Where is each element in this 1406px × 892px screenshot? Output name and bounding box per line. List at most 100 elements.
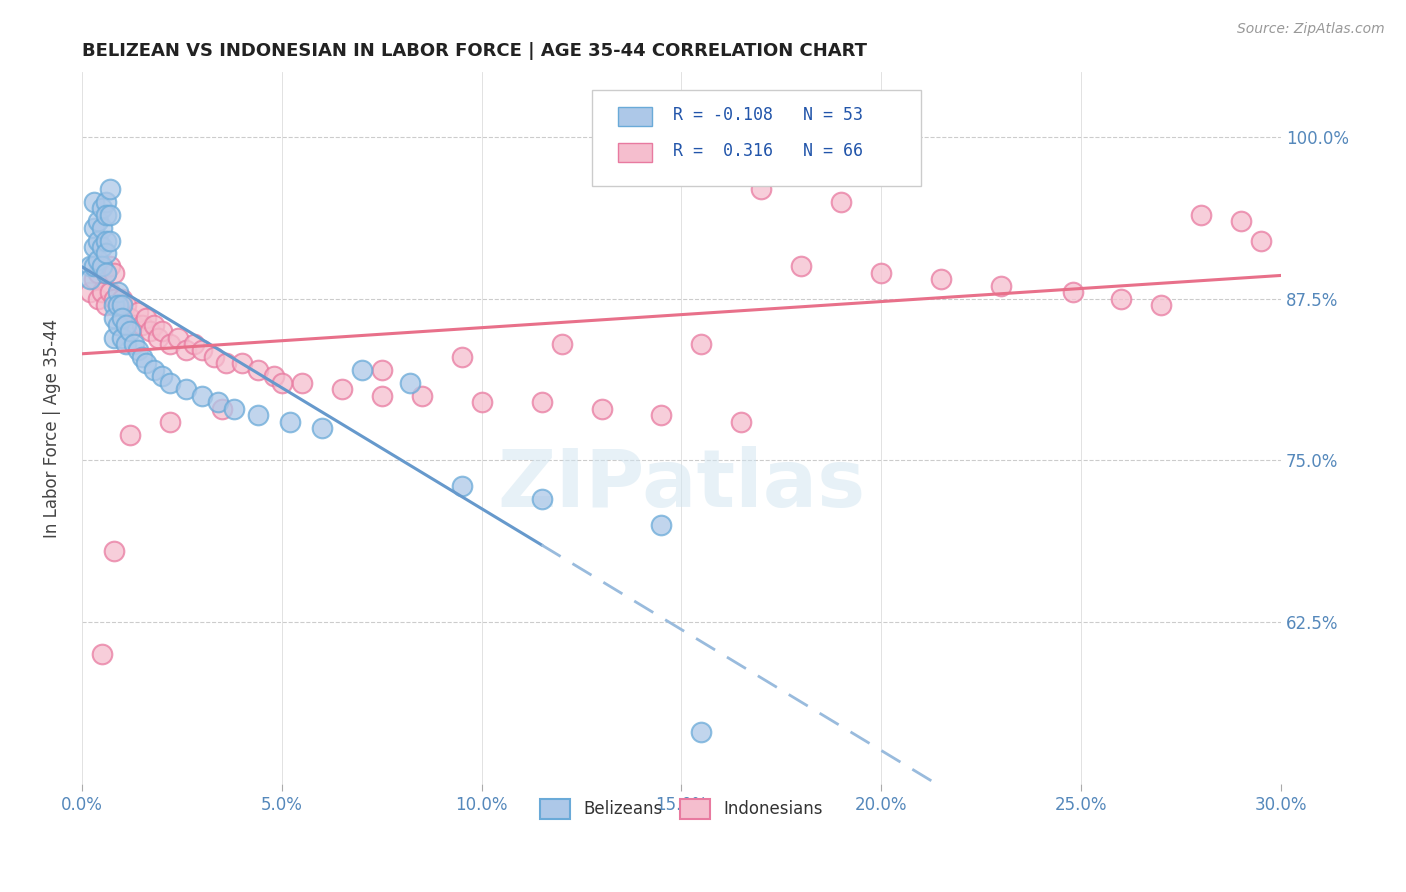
- Point: [127, 343, 149, 358]
- Point: [91, 285, 114, 300]
- Point: [330, 382, 353, 396]
- Point: [98, 182, 121, 196]
- Text: BELIZEAN VS INDONESIAN IN LABOR FORCE | AGE 35-44 CORRELATION CHART: BELIZEAN VS INDONESIAN IN LABOR FORCE | …: [82, 42, 868, 60]
- Point: [159, 415, 181, 429]
- Point: [207, 395, 229, 409]
- Point: [530, 395, 553, 409]
- Point: [94, 246, 117, 260]
- Point: [107, 298, 129, 312]
- Point: [111, 292, 134, 306]
- Point: [107, 318, 129, 332]
- Point: [450, 350, 472, 364]
- Point: [103, 266, 125, 280]
- Point: [111, 311, 134, 326]
- Point: [118, 324, 141, 338]
- Point: [150, 369, 173, 384]
- Point: [115, 337, 138, 351]
- Point: [990, 278, 1012, 293]
- Point: [1250, 234, 1272, 248]
- Point: [530, 492, 553, 507]
- Point: [135, 356, 157, 370]
- Point: [98, 285, 121, 300]
- Point: [790, 260, 813, 274]
- Point: [215, 356, 238, 370]
- Point: [370, 389, 392, 403]
- Point: [91, 201, 114, 215]
- FancyBboxPatch shape: [592, 90, 921, 186]
- Point: [1189, 208, 1212, 222]
- Point: [94, 194, 117, 209]
- Point: [111, 311, 134, 326]
- Point: [79, 285, 101, 300]
- Point: [79, 272, 101, 286]
- Point: [118, 311, 141, 326]
- Point: [91, 240, 114, 254]
- Point: [246, 363, 269, 377]
- Point: [311, 421, 333, 435]
- FancyBboxPatch shape: [617, 143, 652, 162]
- Point: [270, 376, 292, 390]
- Point: [471, 395, 494, 409]
- Point: [83, 220, 105, 235]
- Y-axis label: In Labor Force | Age 35-44: In Labor Force | Age 35-44: [44, 318, 60, 538]
- Point: [202, 350, 225, 364]
- Point: [115, 298, 138, 312]
- Text: ZIPatlas: ZIPatlas: [498, 446, 866, 524]
- Point: [122, 318, 145, 332]
- Point: [103, 298, 125, 312]
- Point: [94, 234, 117, 248]
- Point: [690, 337, 713, 351]
- Point: [411, 389, 433, 403]
- Point: [98, 234, 121, 248]
- Point: [107, 285, 129, 300]
- Point: [211, 401, 233, 416]
- Point: [87, 214, 110, 228]
- Point: [107, 298, 129, 312]
- Point: [278, 415, 301, 429]
- Point: [87, 234, 110, 248]
- Point: [650, 408, 672, 422]
- Point: [650, 518, 672, 533]
- Point: [111, 330, 134, 344]
- Point: [91, 220, 114, 235]
- Point: [191, 389, 214, 403]
- Point: [83, 260, 105, 274]
- Point: [174, 382, 197, 396]
- Point: [159, 376, 181, 390]
- Point: [94, 266, 117, 280]
- Text: R =  0.316   N = 66: R = 0.316 N = 66: [673, 142, 863, 160]
- Point: [135, 311, 157, 326]
- Point: [79, 260, 101, 274]
- Point: [103, 330, 125, 344]
- Point: [94, 266, 117, 280]
- Point: [122, 337, 145, 351]
- Point: [118, 427, 141, 442]
- Point: [94, 208, 117, 222]
- Point: [83, 272, 105, 286]
- Text: Source: ZipAtlas.com: Source: ZipAtlas.com: [1237, 22, 1385, 37]
- Point: [1062, 285, 1084, 300]
- Point: [83, 240, 105, 254]
- Point: [370, 363, 392, 377]
- Point: [870, 266, 893, 280]
- Point: [550, 337, 572, 351]
- Point: [103, 544, 125, 558]
- Point: [98, 208, 121, 222]
- Point: [131, 318, 153, 332]
- Point: [690, 725, 713, 739]
- Point: [131, 350, 153, 364]
- Text: R = -0.108   N = 53: R = -0.108 N = 53: [673, 106, 863, 124]
- Point: [142, 363, 165, 377]
- Point: [222, 401, 245, 416]
- Point: [167, 330, 190, 344]
- Point: [591, 401, 613, 416]
- Point: [91, 648, 114, 662]
- Point: [127, 304, 149, 318]
- Point: [231, 356, 253, 370]
- Point: [929, 272, 952, 286]
- Point: [87, 292, 110, 306]
- Point: [103, 292, 125, 306]
- Point: [830, 194, 852, 209]
- Point: [94, 298, 117, 312]
- Point: [291, 376, 314, 390]
